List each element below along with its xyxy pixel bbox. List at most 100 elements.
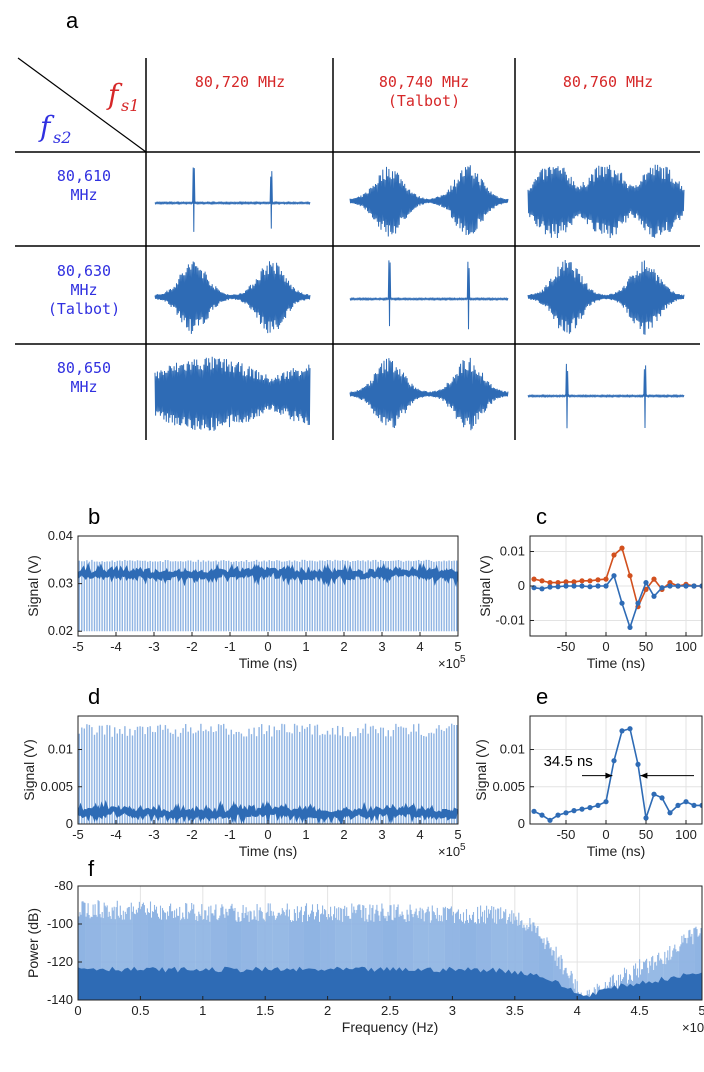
- chart-c: c -50 0 50 100 -0.01 0 0.01 Time (ns) Signal (V): [477, 504, 703, 671]
- x-tick-label: -2: [186, 827, 198, 842]
- waveform-trace: [349, 357, 509, 431]
- data-point: [699, 802, 702, 808]
- data-point: [579, 578, 585, 584]
- data-point: [587, 584, 593, 590]
- chart-f: f 0 0.5 1 1.5 2 2.5 3 3.5 4 4.5 5 -140 -120 -100 -80 Fre…: [25, 856, 704, 1035]
- y-axis-label: Signal (V): [25, 555, 41, 616]
- x-tick-label: -4: [110, 827, 122, 842]
- series-1: [531, 726, 702, 823]
- y-axis-label: Signal (V): [21, 739, 37, 800]
- data-point: [627, 624, 633, 631]
- data-point: [603, 576, 609, 582]
- x-tick-label: 3: [449, 1003, 456, 1018]
- series-line: [533, 573, 702, 630]
- x-axis-label: Time (ns): [239, 655, 298, 671]
- plot-area: [78, 559, 458, 632]
- x-tick-label: -3: [148, 639, 160, 654]
- data-point: [643, 580, 649, 586]
- data-point: [579, 583, 585, 589]
- y-tick-label: 0: [518, 578, 525, 593]
- x-tick-label: 5: [454, 639, 461, 654]
- y-tick-label: 0.01: [500, 544, 525, 559]
- panel-e-letter: e: [536, 684, 548, 709]
- data-point: [539, 812, 545, 818]
- col-header-2: 80,740 MHz: [379, 73, 469, 91]
- panel-c-letter: c: [536, 504, 547, 529]
- data-point: [531, 808, 537, 814]
- y-tick-label: -80: [54, 878, 73, 893]
- x-tick-label: 0: [74, 1003, 81, 1018]
- waveform-trace: [527, 164, 685, 239]
- waveform-trace: [349, 260, 509, 330]
- row-header-2-line-2: MHz: [70, 281, 97, 299]
- x-tick-label: 3: [378, 639, 385, 654]
- data-point: [675, 583, 681, 589]
- x-tick-label: -2: [186, 639, 198, 654]
- plot-area: [531, 726, 702, 823]
- data-point: [619, 728, 625, 734]
- x-axis-label: Frequency (Hz): [342, 1019, 438, 1035]
- x-multiplier: ×10: [682, 1020, 704, 1035]
- chart-e: e 34.5 ns -50 0 50 100 0 0.005 0.01 Time (ns) Sign…: [473, 684, 703, 859]
- x-tick-label: 3.5: [506, 1003, 524, 1018]
- y-tick-label: -120: [47, 954, 73, 969]
- row-header-2-line-3: (Talbot): [48, 300, 120, 318]
- x-multiplier: ×10: [438, 844, 460, 859]
- x-tick-label: -50: [557, 827, 576, 842]
- data-point: [547, 584, 553, 590]
- data-point: [651, 791, 657, 797]
- data-point: [611, 573, 617, 579]
- waveform-trace: [527, 363, 685, 429]
- data-point: [595, 577, 601, 583]
- x-tick-label: -5: [72, 827, 84, 842]
- waveform-cell-r3-c3: [527, 363, 685, 429]
- data-point: [635, 761, 641, 768]
- fwhm-arrowhead-right: [640, 772, 648, 779]
- data-point: [595, 583, 601, 589]
- x-tick-label: 1: [199, 1003, 206, 1018]
- y-tick-label: 0: [66, 816, 73, 831]
- data-point: [667, 810, 673, 816]
- y-tick-label: 0.03: [48, 576, 73, 591]
- data-point: [683, 583, 689, 589]
- x-tick-label: 100: [675, 827, 697, 842]
- baseline-band: [78, 562, 458, 588]
- x-multiplier-exponent: 5: [460, 654, 466, 665]
- data-point: [603, 583, 609, 589]
- axes-frame: [529, 715, 703, 825]
- waveform-cell-r2-c2: [349, 260, 509, 330]
- spectrum-floor: [78, 966, 702, 1000]
- data-point: [531, 576, 537, 582]
- fwhm-label: 34.5 ns: [544, 753, 593, 770]
- waveform-trace: [527, 259, 685, 335]
- y-axis-label: Signal (V): [473, 739, 489, 800]
- row-header-3-line-1: 80,650: [57, 359, 111, 377]
- baseline-band: [78, 800, 458, 824]
- x-tick-label: 2: [340, 639, 347, 654]
- panel-a-table: a f s1 f s2 80,720 MHz 80,740 MHz (Talbo…: [15, 8, 700, 440]
- fwhm-annotation: 34.5 ns: [544, 753, 694, 779]
- row-header-2-line-1: 80,630: [57, 262, 111, 280]
- plot-area: [78, 723, 458, 824]
- x-tick-label: 1: [302, 827, 309, 842]
- waveform-trace: [154, 261, 311, 334]
- panel-b-letter: b: [88, 504, 100, 529]
- data-point: [563, 579, 569, 585]
- x-tick-label: 0: [264, 827, 271, 842]
- fwhm-arrowhead-left: [605, 772, 613, 779]
- x-tick-label: 0: [602, 639, 609, 654]
- data-point: [563, 583, 569, 589]
- x-tick-label: 4: [574, 1003, 581, 1018]
- y-tick-label: 0.005: [492, 779, 525, 794]
- x-tick-label: 5: [698, 1003, 704, 1018]
- series-line: [533, 546, 702, 610]
- data-point: [555, 580, 561, 586]
- data-point: [547, 580, 553, 586]
- x-tick-label: 1.5: [256, 1003, 274, 1018]
- data-point: [555, 584, 561, 590]
- x-multiplier: ×10: [438, 656, 460, 671]
- panel-f-letter: f: [88, 856, 95, 881]
- data-point: [603, 799, 609, 805]
- x-tick-label: 0.5: [131, 1003, 149, 1018]
- row-header-3-line-2: MHz: [70, 378, 97, 396]
